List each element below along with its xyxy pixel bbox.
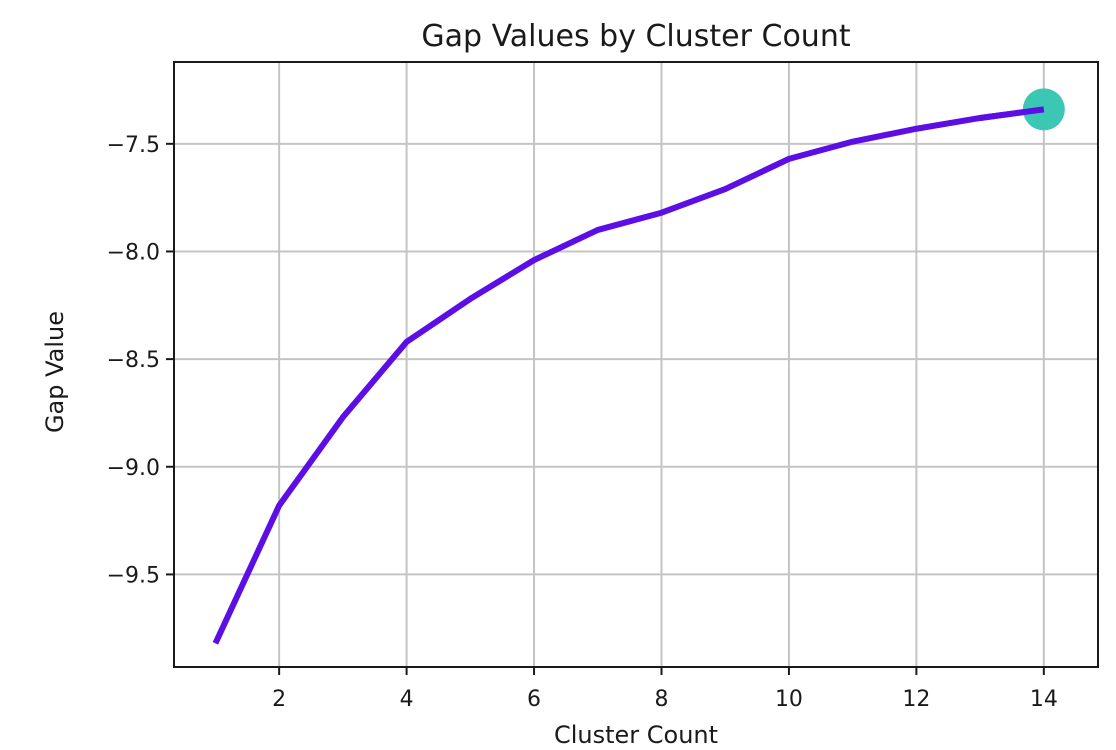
x-tick-label: 10 [775,687,803,712]
gap-value-line [212,106,1045,645]
y-tick-label: −9.0 [107,456,160,481]
axis-ticks: 2 4 6 8 10 12 14 −9.5 −9.0 −8.5 −8.0 −7.5 [107,133,1058,712]
grid-lines [174,62,1098,667]
x-axis-label: Cluster Count [554,721,718,749]
x-tick-label: 2 [272,687,286,712]
x-tick-label: 14 [1030,687,1058,712]
highlight-layer [979,88,1065,131]
x-tick-label: 4 [400,687,414,712]
y-tick-label: −8.5 [107,348,160,373]
y-tick-label: −7.5 [107,133,160,158]
line-end-segment [979,106,1045,121]
y-tick-label: −8.0 [107,240,160,265]
y-axis-label: Gap Value [41,311,69,433]
x-tick-label: 12 [902,687,930,712]
series-layer [212,106,1045,645]
axes-frame [173,61,1099,668]
chart-title: Gap Values by Cluster Count [421,19,850,54]
x-tick-label: 6 [527,687,541,712]
y-tick-label: −9.5 [107,563,160,588]
x-tick-label: 8 [654,687,668,712]
plot-frame [173,61,1099,668]
